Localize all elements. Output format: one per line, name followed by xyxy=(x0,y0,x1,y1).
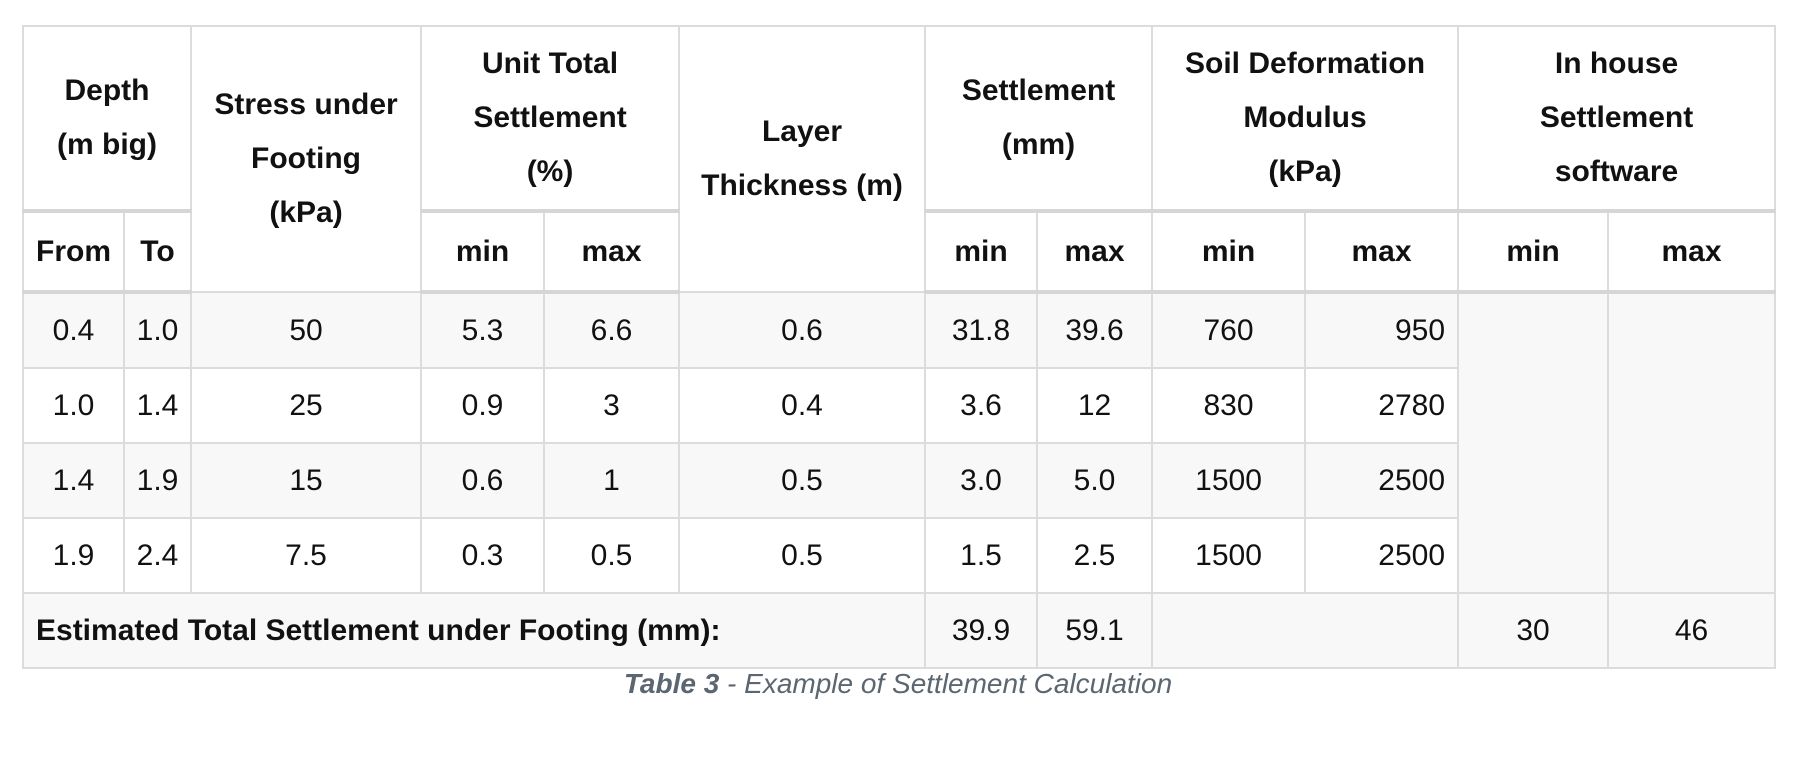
cell-modulus-max: 2500 xyxy=(1304,442,1460,519)
cell-settlement-max: 2.5 xyxy=(1036,517,1154,594)
header-from: From xyxy=(22,210,125,294)
header-settlement: Settlement (mm) xyxy=(924,25,1154,213)
total-modulus-empty xyxy=(1151,592,1460,669)
cell-settlement-min: 31.8 xyxy=(924,291,1039,369)
header-modulus-max: max xyxy=(1304,210,1460,294)
cell-stress: 7.5 xyxy=(190,517,423,594)
header-depth: Depth (m big) xyxy=(21,25,193,213)
cell-unit-max: 3 xyxy=(543,367,681,444)
header-software-min: min xyxy=(1457,210,1610,294)
header-to: To xyxy=(122,210,193,294)
cell-software-min-empty xyxy=(1457,291,1610,594)
header-soil-deformation-modulus: Soil Deformation Modulus (kPa) xyxy=(1151,25,1460,213)
total-label: Estimated Total Settlement under Footing… xyxy=(21,592,927,669)
header-settlement-min: min xyxy=(924,210,1039,294)
total-settlement-min: 39.9 xyxy=(924,592,1039,669)
cell-stress: 15 xyxy=(190,442,423,519)
caption-text: - Example of Settlement Calculation xyxy=(719,668,1173,699)
cell-layer: 0.6 xyxy=(678,291,927,369)
cell-modulus-min: 1500 xyxy=(1151,442,1307,519)
cell-settlement-min: 3.0 xyxy=(924,442,1039,519)
cell-unit-min: 0.6 xyxy=(420,442,546,519)
settlement-table-container: Depth (m big) Stress under Footing (kPa)… xyxy=(21,25,1777,669)
header-modulus-min: min xyxy=(1151,210,1307,294)
total-settlement-max: 59.1 xyxy=(1036,592,1154,669)
table-row: 0.4 1.0 50 5.3 6.6 0.6 31.8 39.6 760 950 xyxy=(22,291,1777,594)
cell-unit-max: 0.5 xyxy=(543,517,681,594)
cell-modulus-min: 830 xyxy=(1151,367,1307,444)
cell-unit-min: 0.3 xyxy=(420,517,546,594)
cell-stress: 25 xyxy=(190,367,423,444)
table-row: 1.4 1.9 15 0.6 1 0.5 3.0 5.0 1500 2500 xyxy=(22,442,1775,519)
cell-settlement-max: 12 xyxy=(1036,367,1154,444)
cell-from: 0.4 xyxy=(22,291,125,369)
cell-settlement-max: 5.0 xyxy=(1036,442,1154,519)
total-software-min: 30 xyxy=(1457,592,1610,669)
cell-to: 1.4 xyxy=(122,367,193,444)
cell-settlement-max: 39.6 xyxy=(1036,291,1154,369)
cell-to: 2.4 xyxy=(122,517,193,594)
header-stress: Stress under Footing (kPa) xyxy=(190,25,423,293)
cell-from: 1.9 xyxy=(22,517,125,594)
total-row: Estimated Total Settlement under Footing… xyxy=(21,592,1777,669)
header-unit-total-settlement: Unit Total Settlement (%) xyxy=(420,25,681,213)
cell-modulus-max: 2500 xyxy=(1304,517,1460,594)
cell-unit-min: 5.3 xyxy=(420,291,546,369)
cell-settlement-min: 1.5 xyxy=(924,517,1039,594)
cell-layer: 0.5 xyxy=(678,442,927,519)
cell-to: 1.9 xyxy=(122,442,193,519)
cell-modulus-min: 1500 xyxy=(1151,517,1307,594)
header-in-house-software: In house Settlement software xyxy=(1457,25,1777,213)
total-software-max: 46 xyxy=(1607,592,1777,669)
header-unit-max: max xyxy=(543,210,681,294)
cell-from: 1.4 xyxy=(22,442,125,519)
caption-tag: Table 3 xyxy=(623,668,720,699)
cell-stress: 50 xyxy=(190,291,423,369)
header-unit-min: min xyxy=(420,210,546,294)
cell-unit-max: 1 xyxy=(543,442,681,519)
table-caption: Table 3 - Example of Settlement Calculat… xyxy=(0,668,1796,700)
header-software-max: max xyxy=(1607,210,1777,294)
cell-from: 1.0 xyxy=(22,367,125,444)
cell-to: 1.0 xyxy=(122,291,193,369)
cell-unit-max: 6.6 xyxy=(543,291,681,369)
header-layer-thickness: Layer Thickness (m) xyxy=(678,25,927,293)
header-settlement-max: max xyxy=(1036,210,1154,294)
table-row: 1.0 1.4 25 0.9 3 0.4 3.6 12 830 2780 xyxy=(22,367,1775,444)
cell-layer: 0.4 xyxy=(678,367,927,444)
table-row: 1.9 2.4 7.5 0.3 0.5 0.5 1.5 2.5 1500 250… xyxy=(22,517,1775,594)
cell-modulus-max: 950 xyxy=(1304,291,1460,369)
cell-modulus-max: 2780 xyxy=(1304,367,1460,444)
cell-layer: 0.5 xyxy=(678,517,927,594)
cell-unit-min: 0.9 xyxy=(420,367,546,444)
settlement-table: Depth (m big) Stress under Footing (kPa)… xyxy=(21,25,1777,669)
cell-modulus-min: 760 xyxy=(1151,291,1307,369)
cell-settlement-min: 3.6 xyxy=(924,367,1039,444)
cell-software-max-empty xyxy=(1607,291,1777,594)
